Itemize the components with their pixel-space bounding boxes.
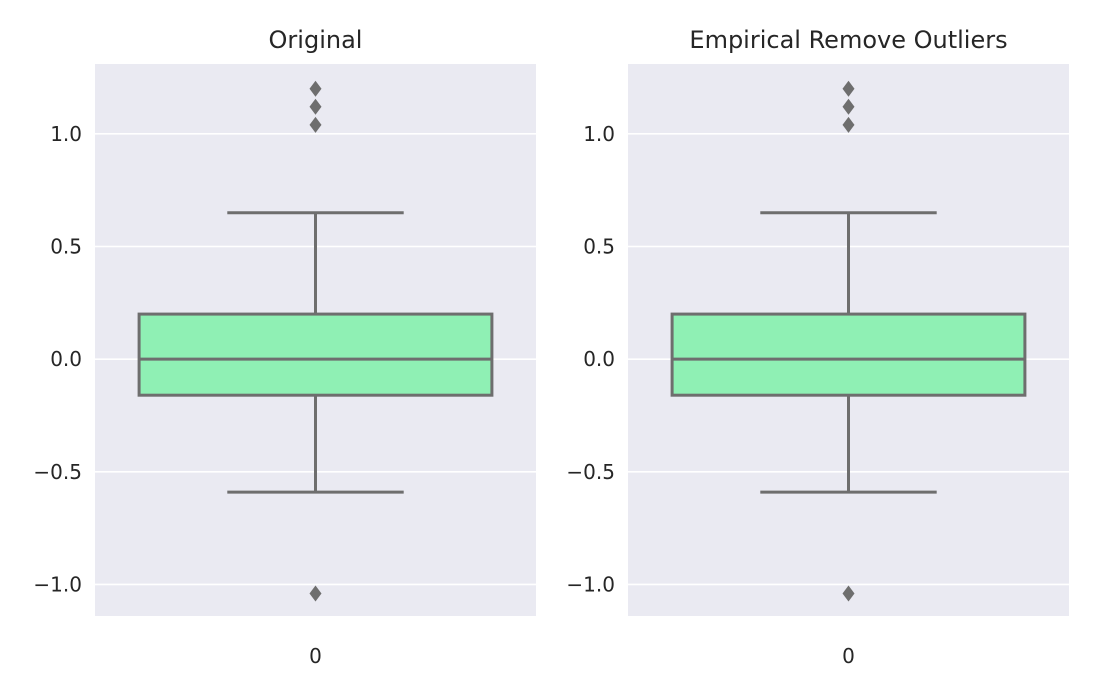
y-tick-label: 0.5 <box>583 234 615 258</box>
chart-panel-1: 1.0 0.5 0.0 −0.5 −1.0 0 Original <box>33 26 536 668</box>
y-tick-label: 0.5 <box>50 234 82 258</box>
chart-title: Original <box>269 26 363 54</box>
y-tick-label: 1.0 <box>583 122 615 146</box>
y-tick-label: −1.0 <box>566 572 615 596</box>
x-tick-label: 0 <box>309 644 322 668</box>
outlier-point <box>309 116 322 133</box>
outlier-point <box>309 80 322 97</box>
outlier-point <box>842 80 855 97</box>
outlier-point <box>309 98 322 115</box>
x-tick-label: 0 <box>842 644 855 668</box>
y-tick-label: −0.5 <box>33 460 82 484</box>
outlier-point <box>842 98 855 115</box>
y-tick-label: 0.0 <box>50 347 82 371</box>
iqr-box <box>670 312 1027 397</box>
y-tick-label: −1.0 <box>33 572 82 596</box>
chart-title: Empirical Remove Outliers <box>689 26 1007 54</box>
outlier-point <box>842 585 855 602</box>
y-tick-label: 0.0 <box>583 347 615 371</box>
y-tick-label: −0.5 <box>566 460 615 484</box>
iqr-box <box>137 312 494 397</box>
y-tick-label: 1.0 <box>50 122 82 146</box>
chart-panel-2: 1.0 0.5 0.0 −0.5 −1.0 0 Empirical Remove Outli… <box>566 26 1069 668</box>
outlier-point <box>309 585 322 602</box>
outlier-point <box>842 116 855 133</box>
